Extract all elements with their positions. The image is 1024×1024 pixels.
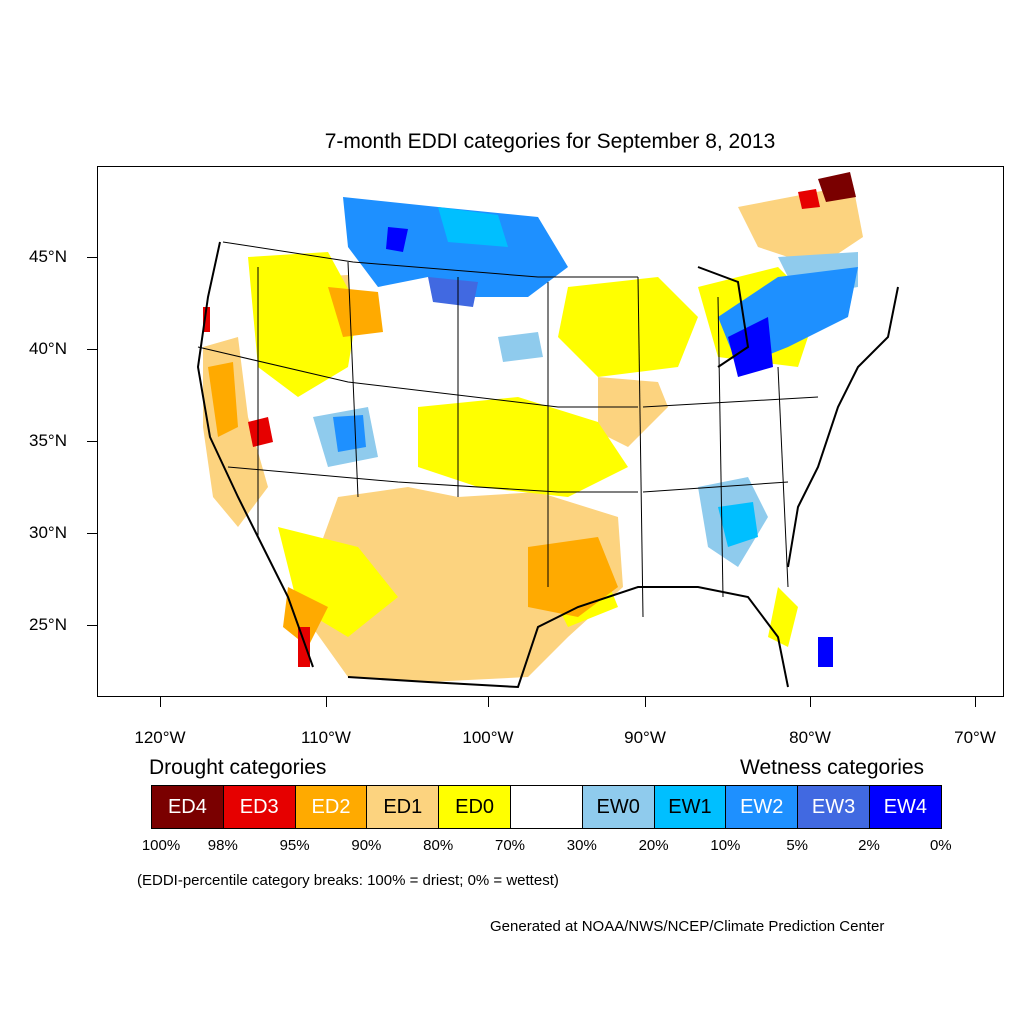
legend-box-ed0: ED0 bbox=[438, 785, 511, 829]
lon-tick bbox=[645, 697, 646, 707]
category-legend: ED4 ED3 ED2 ED1 ED0 EW0 EW1 EW2 EW3 EW4 bbox=[151, 785, 942, 829]
ed2-regions bbox=[208, 287, 618, 647]
percent-break-label: 98% bbox=[207, 837, 238, 854]
credit-line: Generated at NOAA/NWS/NCEP/Climate Predi… bbox=[490, 918, 885, 935]
coastlines bbox=[196, 241, 899, 689]
percent-break-label: 100% bbox=[141, 837, 181, 854]
percent-break-label: 30% bbox=[566, 837, 597, 854]
ew1-ew2-regions bbox=[333, 197, 858, 547]
lat-label-45: 45°N bbox=[29, 247, 67, 266]
legend-box-ew0: EW0 bbox=[581, 785, 655, 829]
percent-break-label: 2% bbox=[858, 837, 880, 854]
lon-tick bbox=[975, 697, 976, 707]
legend-box-ed3: ED3 bbox=[222, 785, 296, 829]
legend-box-ew3: EW3 bbox=[797, 785, 870, 829]
percent-break-label: 95% bbox=[279, 837, 310, 854]
lon-label-70: 70°W bbox=[954, 728, 996, 747]
percent-break-label: 20% bbox=[638, 837, 669, 854]
category-note: (EDDI-percentile category breaks: 100% =… bbox=[137, 872, 559, 889]
legend-box-ed2: ED2 bbox=[294, 785, 368, 829]
legend-box-ew4: EW4 bbox=[868, 785, 942, 829]
lon-label-110: 110°W bbox=[301, 728, 351, 747]
map-panel bbox=[97, 166, 1004, 697]
lon-label-90: 90°W bbox=[624, 728, 666, 747]
percent-break-label: 70% bbox=[494, 837, 526, 854]
lat-tick bbox=[87, 533, 97, 534]
lon-label-100: 100°W bbox=[462, 728, 514, 747]
wetness-categories-title: Wetness categories bbox=[740, 756, 925, 779]
legend-box-ew1: EW1 bbox=[653, 785, 727, 829]
percent-break-label: 5% bbox=[786, 837, 809, 854]
percent-break-label: 0% bbox=[929, 837, 952, 854]
ew3-ew4-spots bbox=[386, 227, 833, 667]
lat-tick bbox=[87, 257, 97, 258]
lat-label-30: 30°N bbox=[29, 523, 67, 542]
lon-tick bbox=[810, 697, 811, 707]
drought-categories-title: Drought categories bbox=[149, 756, 327, 779]
percent-break-label: 90% bbox=[351, 837, 382, 854]
legend-box-ew2: EW2 bbox=[725, 785, 799, 829]
legend-box-ed1: ED1 bbox=[366, 785, 440, 829]
map-title: 7-month EDDI categories for September 8,… bbox=[324, 130, 776, 153]
lat-label-25: 25°N bbox=[29, 615, 67, 634]
percent-break-label: 10% bbox=[710, 837, 741, 854]
lon-label-120: 120°W bbox=[134, 728, 186, 747]
ed1-regions bbox=[203, 185, 863, 682]
lon-tick bbox=[488, 697, 489, 707]
lon-tick bbox=[160, 697, 161, 707]
ed3-ed4-spots bbox=[203, 172, 856, 667]
lon-tick bbox=[326, 697, 327, 707]
lon-label-80: 80°W bbox=[789, 728, 831, 747]
percent-break-label: 80% bbox=[423, 837, 454, 854]
legend-box-ed4: ED4 bbox=[151, 785, 224, 829]
lat-tick bbox=[87, 441, 97, 442]
state-boundaries bbox=[197, 241, 819, 618]
lat-label-35: 35°N bbox=[29, 431, 67, 450]
lat-tick bbox=[87, 625, 97, 626]
lat-label-40: 40°N bbox=[29, 339, 67, 358]
legend-box-normal bbox=[509, 785, 583, 829]
lat-tick bbox=[87, 349, 97, 350]
eddi-map bbox=[196, 169, 899, 689]
